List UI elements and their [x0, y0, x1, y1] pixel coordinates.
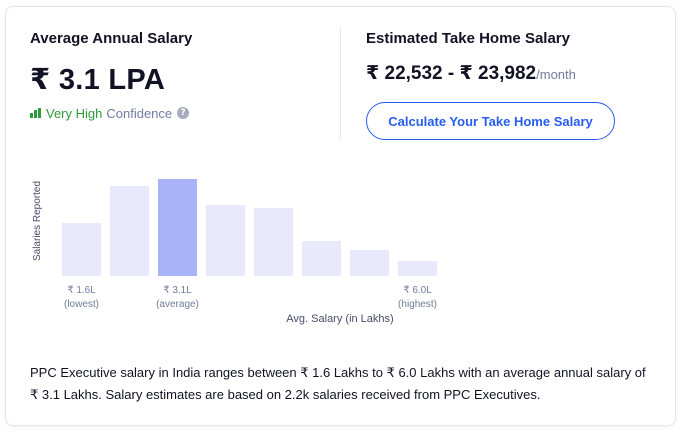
average-salary-value: ₹ 3.1 LPA: [30, 64, 166, 96]
tick-label-value: ₹ 3.1L: [163, 285, 192, 296]
salary-description: PPC Executive salary in India ranges bet…: [30, 365, 646, 402]
salary-chart-svg: Salaries Reported ₹ 1.6L (lowest) ₹ 3.1L (av…: [32, 179, 437, 325]
tick-label-note: (lowest): [64, 299, 99, 310]
tick-label-value: ₹ 1.6L: [67, 285, 96, 296]
confidence-level: Very High: [46, 105, 103, 121]
calculate-take-home-button[interactable]: Calculate Your Take Home Salary: [366, 102, 615, 140]
take-home-max: ₹ 23,982: [459, 63, 537, 84]
bar-5: [254, 208, 293, 276]
take-home-range: ₹ 22,532 - ₹ 23,982/month: [366, 61, 666, 87]
salary-distribution-chart: Salaries Reported ₹ 1.6L (lowest) ₹ 3.1L (av…: [6, 7, 677, 347]
tick-label-note: (highest): [398, 299, 437, 310]
take-home-unit: /month: [536, 67, 576, 82]
bar-7: [350, 250, 389, 276]
average-salary-section: Average Annual Salary ₹ 3.1 LPA Very Hig…: [30, 29, 330, 122]
signal-bars-icon: [30, 108, 42, 118]
take-home-min: ₹ 22,532: [366, 63, 443, 84]
confidence-row: Very High Confidence ?: [30, 104, 330, 122]
take-home-heading: Estimated Take Home Salary: [366, 30, 570, 47]
x-axis-label: Avg. Salary (in Lakhs): [286, 313, 393, 325]
bar-8: [398, 261, 437, 276]
take-home-separator: -: [442, 63, 460, 84]
confidence-label: Confidence: [106, 105, 173, 121]
info-icon[interactable]: ?: [177, 107, 190, 119]
take-home-section: Estimated Take Home Salary ₹ 22,532 - ₹ …: [366, 29, 666, 140]
bar-4: [206, 205, 245, 276]
bar-1: [62, 223, 101, 276]
average-salary-heading: Average Annual Salary: [30, 30, 193, 47]
bar-2: [110, 186, 149, 276]
section-divider: [340, 27, 341, 139]
salary-card: Average Annual Salary ₹ 3.1 LPA Very Hig…: [5, 6, 676, 426]
y-axis-label: Salaries Reported: [32, 181, 43, 261]
bar-6: [302, 241, 341, 276]
tick-label-note: (average): [156, 299, 199, 310]
bar-3: [158, 179, 197, 276]
tick-label-value: ₹ 6.0L: [403, 285, 432, 296]
